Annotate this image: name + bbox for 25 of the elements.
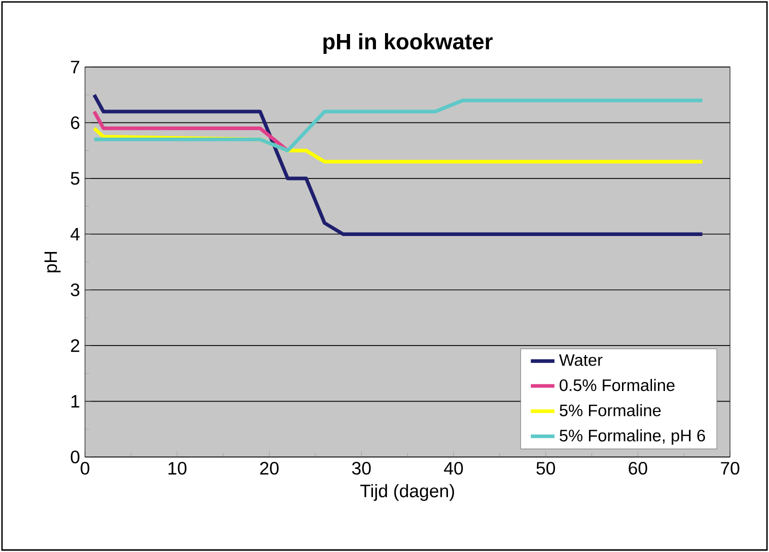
y-tick-label: 1: [71, 395, 80, 408]
y-tick-label: 0: [70, 450, 80, 464]
legend-label: 5% Formaline: [560, 404, 661, 416]
legend-label: 0.5% Formaline: [560, 378, 675, 392]
x-tick-label: 20: [260, 462, 279, 475]
y-tick-label: 7: [71, 60, 80, 74]
x-tick-label: 50: [536, 462, 556, 475]
y-tick-label: 4: [70, 228, 80, 240]
y-axis-title: pH: [44, 252, 61, 272]
y-tick-label: 5: [70, 172, 80, 185]
x-tick-label: 60: [628, 462, 648, 475]
x-tick-label: 0: [80, 462, 90, 475]
x-axis-title: Tijd (dagen): [360, 484, 454, 501]
x-tick-label: 10: [168, 462, 186, 475]
legend-label: 5% Formaline, pH 6: [560, 429, 705, 445]
line-series: [92, 98, 704, 152]
y-tick-label: 6: [71, 116, 80, 130]
x-tick-label: 40: [444, 462, 463, 475]
line-series: [92, 93, 704, 236]
chart-title: pH in kookwater: [323, 33, 493, 54]
legend-label: Water: [559, 354, 602, 366]
x-tick-label: 70: [720, 462, 740, 475]
x-tick-label: 30: [352, 462, 371, 475]
y-tick-label: 3: [70, 283, 80, 296]
y-tick-label: 2: [71, 339, 80, 352]
